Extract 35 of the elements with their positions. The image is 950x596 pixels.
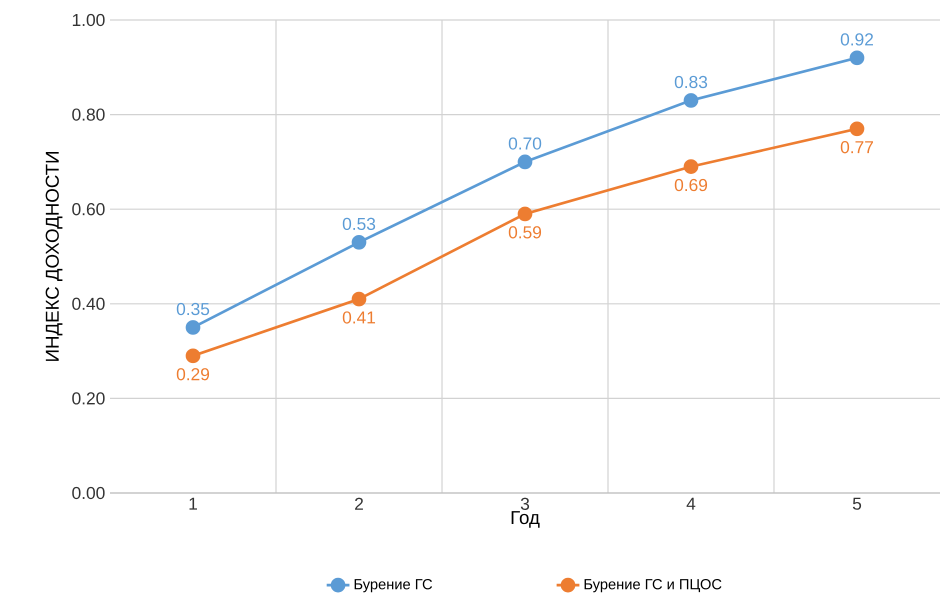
y-tick-label: 0.80 — [72, 108, 105, 121]
point — [518, 154, 532, 170]
x-tick-label: 1 — [190, 498, 197, 510]
point — [352, 292, 366, 306]
x-tick-label: 2 — [355, 498, 363, 510]
y-tick-label: 0.60 — [72, 203, 105, 216]
point — [352, 234, 366, 250]
data-label: 0.35 — [176, 302, 210, 316]
x-tick-label: 3 — [520, 498, 530, 510]
data-label: 0.77 — [840, 141, 873, 154]
y-tick-label: 0.00 — [72, 486, 105, 500]
x-axis-title: Год — [512, 511, 540, 528]
y-tick-label: 0.40 — [72, 298, 105, 310]
y-tick-label: 1.00 — [72, 14, 105, 26]
data-label: 0.70 — [508, 137, 542, 150]
y-tick-label: 0.20 — [72, 392, 105, 405]
point — [684, 159, 698, 174]
point — [186, 320, 200, 335]
x-tick-label: 5 — [852, 498, 862, 510]
point — [850, 50, 864, 66]
data-label: 0.53 — [342, 218, 376, 230]
point — [518, 206, 532, 222]
data-label: 0.29 — [176, 368, 210, 380]
data-label: 0.69 — [674, 178, 708, 192]
y-axis-title: ИНДЕКС ДОХОДНОСТИ — [46, 152, 62, 361]
point — [850, 121, 864, 136]
data-label: 0.83 — [674, 76, 708, 88]
legend-label: Бурение ГС и ПЦОС — [584, 579, 722, 592]
legend-label: Бурение ГС — [354, 579, 432, 592]
data-label: 0.41 — [342, 311, 376, 324]
point — [186, 348, 200, 364]
point — [684, 93, 698, 108]
data-label: 0.92 — [840, 33, 873, 46]
data-label: 0.59 — [508, 226, 542, 238]
x-tick-label: 4 — [686, 498, 696, 510]
